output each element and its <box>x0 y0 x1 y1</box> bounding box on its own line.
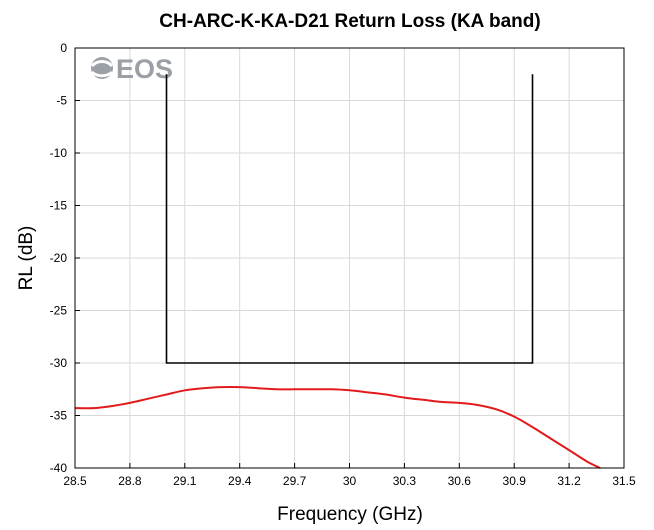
x-tick-label: 29.7 <box>283 474 307 488</box>
x-tick-label: 29.4 <box>228 474 252 488</box>
spec-mask <box>165 74 534 364</box>
x-tick-label: 28.5 <box>63 474 87 488</box>
return-loss-series-line <box>74 386 601 469</box>
y-tick-label: -10 <box>50 146 68 160</box>
y-tick-label: -40 <box>50 461 68 475</box>
x-tick-label: 31.2 <box>557 474 581 488</box>
y-tick-label: 0 <box>60 41 67 55</box>
x-tick-label: 30.3 <box>393 474 417 488</box>
x-tick-label: 30.6 <box>448 474 472 488</box>
x-axis-label: Frequency (GHz) <box>277 504 423 525</box>
chart-title: CH-ARC-K-KA-D21 Return Loss (KA band) <box>159 11 540 32</box>
y-axis-ticks: 0 -5 -10 -15 -20 -25 -30 -35 -40 <box>50 41 80 475</box>
eos-logo: EOS <box>90 54 173 84</box>
x-tick-label: 30 <box>343 474 357 488</box>
x-tick-label: 29.1 <box>173 474 197 488</box>
y-tick-label: -5 <box>56 94 67 108</box>
x-axis-ticks: 28.5 28.8 29.1 29.4 29.7 30 30.3 30.6 30.9 31.2 31… <box>63 463 636 488</box>
eos-logo-text: EOS <box>116 54 173 84</box>
x-tick-label: 30.9 <box>503 474 527 488</box>
grid-lines <box>74 47 625 469</box>
series-lines <box>74 386 601 469</box>
x-tick-label: 31.5 <box>612 474 636 488</box>
y-tick-label: -15 <box>50 199 68 213</box>
y-tick-label: -35 <box>50 409 68 423</box>
y-tick-label: -30 <box>50 356 68 370</box>
spec-mask-line <box>165 74 534 364</box>
y-axis-label: RL (dB) <box>16 226 37 291</box>
eos-logo-icon <box>90 57 114 79</box>
y-tick-label: -25 <box>50 304 68 318</box>
x-tick-label: 28.8 <box>118 474 142 488</box>
y-tick-label: -20 <box>50 251 68 265</box>
